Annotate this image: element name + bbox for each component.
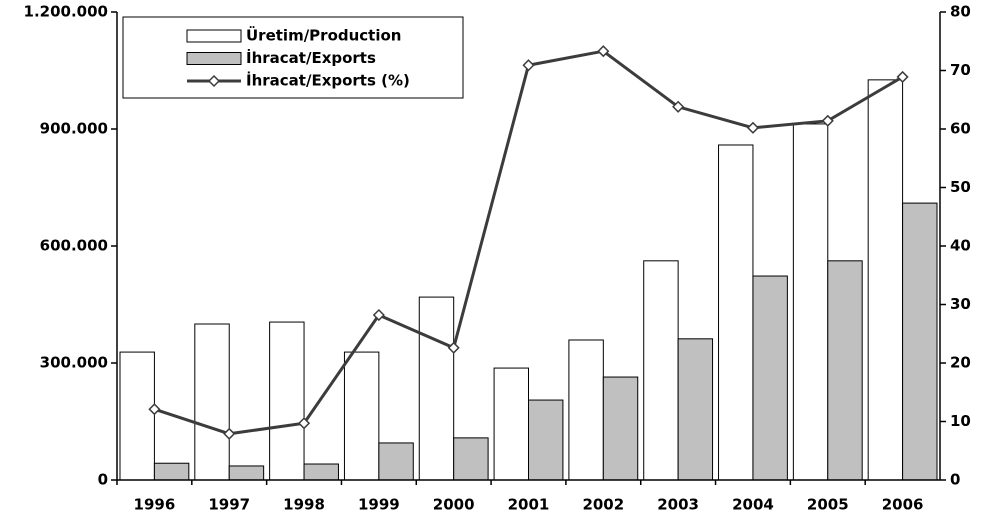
x-tick-label: 2002 [582,496,624,514]
y2-tick-label: 80 [950,3,971,21]
bar [602,376,639,481]
line-marker [372,308,385,322]
bar [677,338,714,481]
bar [827,260,863,481]
y2-tick-label: 40 [950,237,971,255]
y-tick-label: 900.000 [40,120,108,138]
line-marker [148,403,161,416]
bar [752,275,788,481]
bar [228,465,265,481]
bar [269,321,305,481]
line-marker [821,114,834,127]
y2-tick-label: 60 [950,120,971,138]
x-tick-label: 1997 [208,496,250,514]
x-tick-label: 2005 [807,496,849,514]
bar [643,260,679,481]
line-marker [896,70,909,83]
legend-label: İhracat/Exports (%) [246,71,410,90]
legend-marker [207,74,221,88]
x-tick-label: 2004 [732,496,774,514]
x-tick-label: 2003 [657,496,699,514]
y2-tick-label: 30 [950,295,971,313]
legend-swatch [186,29,242,43]
x-tick-label: 1998 [283,496,325,514]
line-marker [522,59,535,72]
y2-tick-label: 70 [950,61,971,79]
bar [493,367,530,481]
line-marker [297,417,311,430]
line-marker [672,100,685,113]
y2-tick-label: 0 [950,471,960,489]
y2-tick-label: 20 [950,354,971,372]
bar [153,462,190,481]
bar [568,339,604,481]
y-tick-label: 300.000 [40,354,108,372]
line-marker [746,121,760,134]
y-tick-label: 1.200.000 [24,3,108,21]
x-tick-label: 1996 [134,496,176,514]
line-marker [597,45,610,58]
bar [303,463,339,481]
bar [378,442,414,481]
bar [418,296,455,481]
line-marker [447,341,460,354]
y2-tick-label: 50 [950,178,971,196]
legend [122,16,464,99]
legend-swatch [186,52,242,65]
bar [718,144,754,481]
x-tick-label: 2000 [433,496,475,514]
y-tick-label: 0 [98,471,108,489]
bar [343,351,380,481]
legend-label: Üretim/Production [246,26,401,45]
x-tick-label: 2006 [882,496,924,514]
x-tick-label: 1999 [358,496,400,514]
bar [453,437,489,481]
bar [528,399,564,481]
bar [902,202,938,481]
legend-label: İhracat/Exports [246,48,376,67]
bar [119,351,155,481]
bar [194,323,230,481]
bar [867,79,904,481]
x-tick-label: 2001 [508,496,550,514]
line-marker [223,427,236,440]
y-tick-label: 600.000 [40,237,108,255]
bar [792,123,829,481]
y2-tick-label: 10 [950,412,971,430]
